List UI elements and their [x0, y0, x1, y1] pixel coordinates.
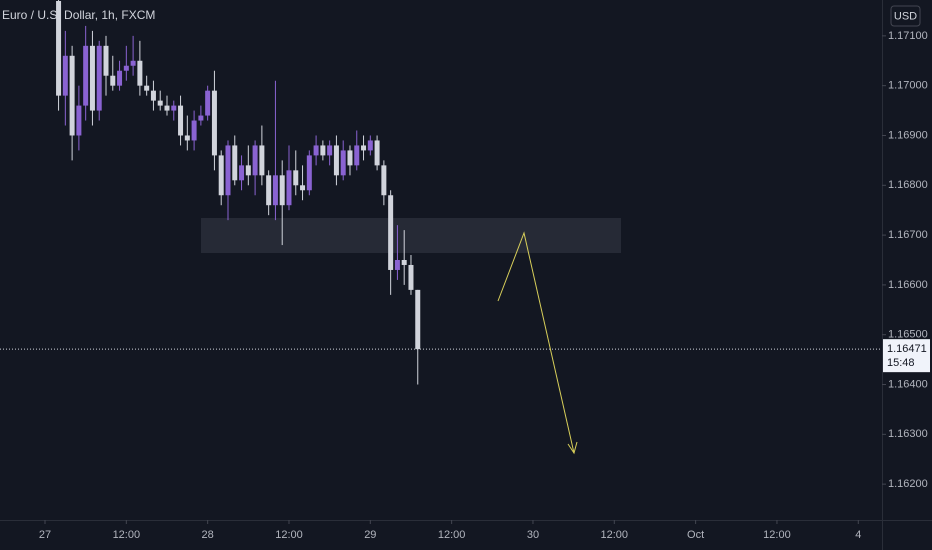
candle-body [96, 45, 102, 111]
y-tick-label: 1.16600 [888, 279, 928, 291]
candle-body [408, 264, 414, 290]
candle-body [232, 145, 238, 181]
x-tick-label: Oct [687, 529, 704, 541]
candle-body [218, 155, 224, 196]
y-tick-label: 1.16800 [888, 179, 928, 191]
x-tick-label: 30 [527, 529, 539, 541]
candle-body [266, 175, 272, 206]
candle-body [117, 70, 123, 86]
candle-body [272, 175, 278, 206]
candle-body [320, 145, 326, 156]
candle-body [354, 145, 360, 166]
candle-body [279, 175, 285, 206]
candle-body [184, 135, 190, 141]
candle-body [198, 115, 204, 121]
zone-rectangle [201, 218, 621, 253]
candle-body [415, 289, 421, 350]
y-tick-label: 1.16900 [888, 129, 928, 141]
candle-body [157, 100, 163, 106]
candle-body [293, 170, 299, 186]
candle-body [225, 145, 231, 196]
candle-body [62, 55, 68, 96]
candle-body [313, 145, 319, 156]
candle-body [252, 145, 258, 176]
currency-label: USD [894, 10, 917, 22]
arrow-head [567, 441, 578, 455]
last-price-label: 1.16471 [887, 343, 927, 355]
candle-body [259, 145, 265, 176]
candle-body [374, 140, 380, 166]
candle-body [306, 155, 312, 191]
candle-body [381, 165, 387, 196]
candle-body [56, 0, 62, 96]
candle-body [239, 165, 245, 181]
y-tick-label: 1.16200 [888, 478, 928, 490]
candle-body [164, 105, 170, 111]
candle-body [69, 55, 75, 136]
countdown-label: 15:48 [887, 357, 915, 369]
candle-body [191, 120, 197, 141]
candle-body [401, 260, 407, 265]
candle-body [110, 75, 116, 86]
x-tick-label: 4 [855, 529, 861, 541]
plot-area [56, 0, 421, 385]
x-tick-label: 12:00 [113, 529, 141, 541]
candle-body [300, 185, 306, 191]
candle-body [211, 90, 217, 156]
candle-body [83, 45, 89, 106]
candle-body [130, 60, 136, 66]
x-tick-label: 12:00 [438, 529, 466, 541]
candle-body [394, 260, 400, 270]
candle-body [123, 65, 129, 71]
candle-body [76, 105, 82, 136]
y-tick-label: 1.16400 [888, 378, 928, 390]
candle-body [327, 145, 333, 156]
x-tick-label: 12:00 [275, 529, 303, 541]
currency-box[interactable] [890, 5, 921, 27]
x-tick-label: 29 [364, 529, 376, 541]
candle-body [171, 105, 177, 111]
y-tick-label: 1.16500 [888, 329, 928, 341]
projection-arrow [497, 231, 575, 454]
y-tick-label: 1.16700 [888, 229, 928, 241]
candle-body [205, 90, 211, 116]
candle-body [89, 45, 95, 111]
x-tick-label: 12:00 [601, 529, 629, 541]
candle-body [103, 45, 109, 76]
candle-body [361, 145, 367, 151]
chart-title: Euro / U.S. Dollar, 1h, FXCM [2, 8, 155, 22]
x-tick-label: 28 [202, 529, 214, 541]
candle-body [137, 60, 143, 86]
candle-body [347, 150, 353, 166]
y-tick-label: 1.17100 [888, 30, 928, 42]
candle-body [340, 150, 346, 176]
candle-body [178, 105, 184, 136]
x-tick-label: 27 [39, 529, 51, 541]
y-tick-label: 1.16300 [888, 428, 928, 440]
candle-body [367, 140, 373, 151]
y-tick-label: 1.17000 [888, 80, 928, 92]
candle-body [144, 85, 150, 91]
x-tick-label: 12:00 [763, 529, 791, 541]
last-price-box [883, 339, 930, 373]
candle-body [245, 165, 251, 176]
candle-body [150, 90, 156, 101]
candle-body [333, 145, 339, 176]
candle-body [388, 195, 394, 270]
candle-body [286, 170, 292, 206]
